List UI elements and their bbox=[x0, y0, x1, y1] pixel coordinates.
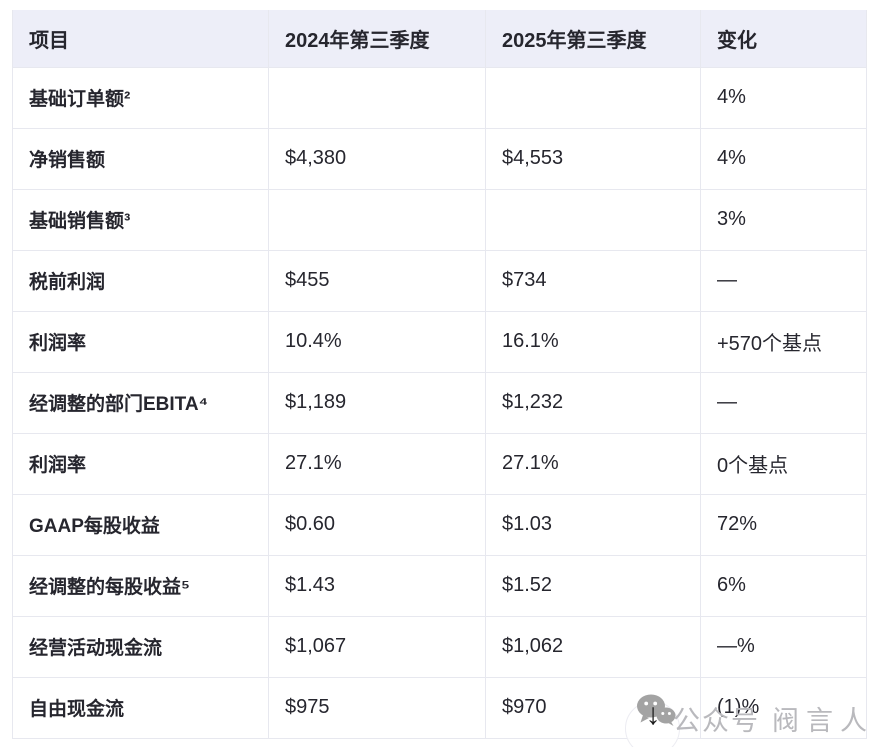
q3-2025-cell: 16.1% bbox=[485, 310, 701, 373]
q3-2024-cell bbox=[268, 188, 486, 251]
row-label-cell: 基础销售额³ bbox=[12, 188, 269, 251]
table-row: 税前利润 $455 $734 — bbox=[12, 249, 867, 312]
down-arrow-icon: ↓ bbox=[645, 698, 661, 731]
row-label-cell: 经调整的每股收益⁵ bbox=[12, 554, 269, 617]
change-cell: 4% bbox=[700, 127, 867, 190]
q3-2025-cell: $4,553 bbox=[485, 127, 701, 190]
watermark-text-prefix: 公众号 bbox=[673, 706, 760, 736]
table-row: 自由现金流 $975 $970 (1)% bbox=[12, 676, 867, 739]
row-label-cell: 利润率 bbox=[12, 432, 269, 495]
table-row: 净销售额 $4,380 $4,553 4% bbox=[12, 127, 867, 190]
change-cell: +570个基点 bbox=[700, 310, 867, 373]
q3-2025-cell bbox=[485, 188, 701, 251]
q3-2025-cell: $1.03 bbox=[485, 493, 701, 556]
table-row: 利润率 27.1% 27.1% 0个基点 bbox=[12, 432, 867, 495]
change-cell: — bbox=[700, 371, 867, 434]
financial-results-table: 项目 2024年第三季度 2025年第三季度 变化 基础订单额² 4% 净销售额… bbox=[12, 10, 867, 739]
column-header-q3-2024: 2024年第三季度 bbox=[268, 10, 486, 68]
q3-2025-cell: $1,062 bbox=[485, 615, 701, 678]
wechat-icon bbox=[636, 694, 676, 726]
q3-2025-cell: $734 bbox=[485, 249, 701, 312]
row-label-cell: 基础订单额² bbox=[12, 66, 269, 129]
table-row: GAAP每股收益 $0.60 $1.03 72% bbox=[12, 493, 867, 556]
change-cell: 6% bbox=[700, 554, 867, 617]
financial-results-table-wrap: 项目 2024年第三季度 2025年第三季度 变化 基础订单额² 4% 净销售额… bbox=[12, 10, 867, 739]
q3-2024-cell: $0.60 bbox=[268, 493, 486, 556]
row-label-cell: 自由现金流 bbox=[12, 676, 269, 739]
q3-2024-cell: $455 bbox=[268, 249, 486, 312]
table-row: 经调整的部门EBITA⁴ $1,189 $1,232 — bbox=[12, 371, 867, 434]
q3-2024-cell: 10.4% bbox=[268, 310, 486, 373]
q3-2025-cell: $1.52 bbox=[485, 554, 701, 617]
q3-2025-cell: $1,232 bbox=[485, 371, 701, 434]
q3-2024-cell: $975 bbox=[268, 676, 486, 739]
row-label-cell: 经调整的部门EBITA⁴ bbox=[12, 371, 269, 434]
q3-2024-cell: $1,189 bbox=[268, 371, 486, 434]
q3-2024-cell: $1.43 bbox=[268, 554, 486, 617]
q3-2024-cell: $1,067 bbox=[268, 615, 486, 678]
table-row: 利润率 10.4% 16.1% +570个基点 bbox=[12, 310, 867, 373]
q3-2025-cell: 27.1% bbox=[485, 432, 701, 495]
q3-2024-cell bbox=[268, 66, 486, 129]
row-label-cell: 经营活动现金流 bbox=[12, 615, 269, 678]
row-label-cell: 利润率 bbox=[12, 310, 269, 373]
header-row: 项目 2024年第三季度 2025年第三季度 变化 bbox=[12, 10, 867, 68]
table-row: 基础销售额³ 3% bbox=[12, 188, 867, 251]
q3-2024-cell: $4,380 bbox=[268, 127, 486, 190]
table-row: 基础订单额² 4% bbox=[12, 66, 867, 129]
row-label-cell: GAAP每股收益 bbox=[12, 493, 269, 556]
q3-2025-cell bbox=[485, 66, 701, 129]
row-label-cell: 税前利润 bbox=[12, 249, 269, 312]
table-row: 经调整的每股收益⁵ $1.43 $1.52 6% bbox=[12, 554, 867, 617]
change-cell: 3% bbox=[700, 188, 867, 251]
row-label-cell: 净销售额 bbox=[12, 127, 269, 190]
change-cell: 72% bbox=[700, 493, 867, 556]
q3-2024-cell: 27.1% bbox=[268, 432, 486, 495]
change-cell: —% bbox=[700, 615, 867, 678]
column-header-q3-2025: 2025年第三季度 bbox=[485, 10, 701, 68]
table-row: 经营活动现金流 $1,067 $1,062 —% bbox=[12, 615, 867, 678]
change-cell: — bbox=[700, 249, 867, 312]
change-cell: (1)% bbox=[700, 676, 867, 739]
change-cell: 4% bbox=[700, 66, 867, 129]
column-header-change: 变化 bbox=[700, 10, 867, 68]
column-header-item: 项目 bbox=[12, 10, 269, 68]
change-cell: 0个基点 bbox=[700, 432, 867, 495]
watermark-text-suffix: 阀言人 bbox=[772, 706, 874, 736]
